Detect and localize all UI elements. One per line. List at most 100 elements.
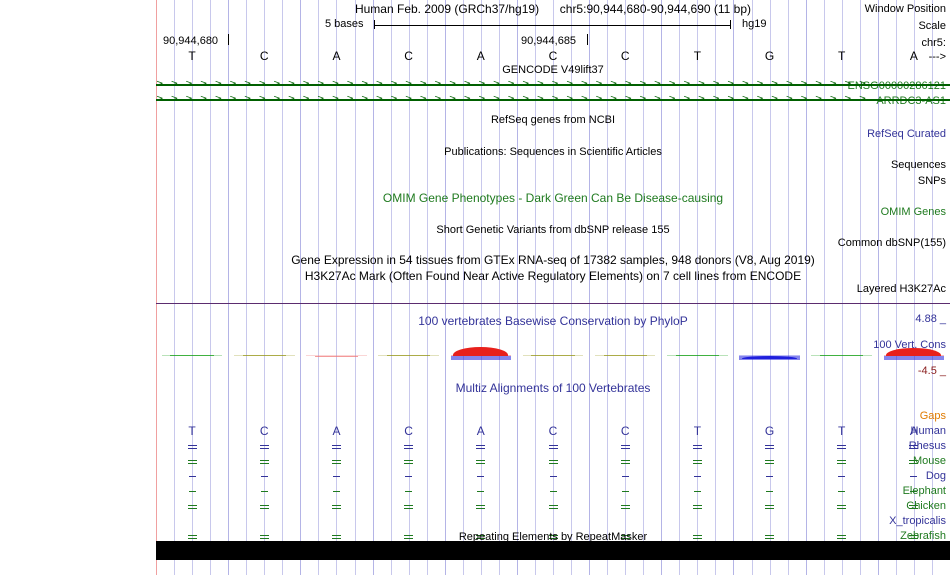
sidebar-item-species-dog[interactable]: Dog: [925, 470, 946, 482]
sidebar-item-common-dbsnp[interactable]: Common dbSNP(155): [837, 237, 946, 249]
alignment-match-mark: [259, 504, 269, 509]
alignment-gap-mark: [188, 490, 196, 492]
alignment-cell-base: C: [404, 424, 413, 438]
sidebar-item-species-rhesus[interactable]: Rhesus: [908, 440, 946, 452]
sidebar-item-gencode-arrdc3as1[interactable]: ARRDC3-AS1: [876, 95, 946, 107]
conservation-bar-halo: [739, 355, 800, 356]
alignment-cell-match: [321, 500, 351, 512]
alignment-cell-gap: [177, 470, 207, 482]
conservation-bar[interactable]: [531, 355, 575, 356]
alignment-row-zebrafish[interactable]: [156, 530, 950, 542]
sidebar-item-species-gaps[interactable]: Gaps: [919, 410, 946, 422]
alignment-match-mark: [259, 459, 269, 464]
alignment-cell-match: [899, 500, 929, 512]
alignment-cell-match: [682, 455, 712, 467]
sequence-base: C: [404, 49, 413, 63]
alignment-cell-base: C: [620, 424, 630, 438]
alignment-row-x_tropicalis[interactable]: [156, 515, 950, 527]
alignment-cell-match: [249, 440, 279, 452]
sidebar-divider-line: [156, 0, 157, 575]
sidebar-item-species-elephant[interactable]: Elephant: [902, 485, 946, 497]
conservation-bar[interactable]: [675, 355, 719, 356]
alignment-match-mark: [837, 459, 847, 464]
alignment-match-mark: [620, 459, 630, 464]
sidebar-item-species-human[interactable]: Human: [910, 425, 946, 437]
sidebar-item-refseq-curated[interactable]: RefSeq Curated: [867, 128, 946, 140]
alignment-match-mark: [548, 459, 558, 464]
alignment-cell-gap: [899, 485, 929, 497]
gene-direction-arrows: >>>>>>>>>>>>>>>>>>>>>>>>>>>>>>>>>>>>>>>>…: [156, 80, 874, 89]
alignment-cell-match: [755, 500, 785, 512]
gene-row-ensg[interactable]: >>>>>>>>>>>>>>>>>>>>>>>>>>>>>>>>>>>>>>>>…: [156, 80, 950, 89]
sidebar-item-omim-genes[interactable]: OMIM Genes: [880, 206, 946, 218]
alignment-cell-gap: [827, 485, 857, 497]
alignment-gap-mark: [910, 475, 918, 477]
sequence-base: A: [476, 49, 485, 63]
track-title-refseq: RefSeq genes from NCBI: [490, 114, 616, 126]
conservation-chart[interactable]: [156, 330, 950, 372]
sidebar-item-vert-cons[interactable]: 100 Vert. Cons: [873, 339, 946, 351]
alignment-cell-gap: [755, 485, 785, 497]
gene-line: [156, 99, 950, 101]
alignment-cell-match: [466, 440, 496, 452]
conservation-bar[interactable]: [603, 355, 647, 356]
conservation-bar[interactable]: [742, 356, 797, 359]
sequence-base: A: [332, 49, 341, 63]
conservation-bar[interactable]: [453, 347, 509, 356]
gene-row-arrdc3as1[interactable]: >>>>>>>>>>>>>>>>>>>>>>>>>>>>>>>>>>>>>>>>…: [156, 95, 950, 104]
alignment-match-mark: [765, 459, 775, 464]
alignment-gap-mark: [693, 490, 701, 492]
conservation-bar[interactable]: [386, 355, 431, 356]
alignment-cell-match: [827, 500, 857, 512]
sidebar-item-species-mouse[interactable]: Mouse: [912, 455, 946, 467]
sidebar-item-species-zebrafish[interactable]: Zebrafish: [900, 530, 946, 542]
alignment-cell-gap: [610, 485, 640, 497]
alignment-row-rhesus[interactable]: [156, 440, 950, 452]
conservation-bar[interactable]: [820, 355, 864, 356]
conservation-bar[interactable]: [886, 348, 942, 356]
alignment-match-mark: [909, 534, 919, 539]
sidebar-item-species-x_tropicalis[interactable]: X_tropicalis: [889, 515, 946, 527]
alignment-row-elephant[interactable]: [156, 485, 950, 497]
conservation-bar-negative-skirt: [450, 356, 512, 360]
alignment-cell-base: A: [332, 424, 341, 438]
alignment-cell-gap: [321, 470, 351, 482]
conservation-bar[interactable]: [170, 355, 214, 356]
sidebar-item-snps[interactable]: SNPs: [917, 175, 946, 187]
alignment-cell-base: C: [548, 424, 558, 438]
ruler-start-tick: [228, 34, 229, 45]
assembly-position-title: Human Feb. 2009 (GRCh37/hg19) chr5:90,94…: [156, 2, 950, 16]
sidebar-item-gencode-ensg[interactable]: ENSG00000286121: [847, 80, 946, 92]
alignment-row-gaps[interactable]: [156, 410, 950, 422]
sequence-base: A: [909, 49, 918, 63]
alignment-gap-mark: [621, 475, 629, 477]
alignment-match-mark: [620, 444, 630, 449]
alignment-cell-gap: [249, 485, 279, 497]
conservation-bar[interactable]: [242, 355, 286, 356]
sidebar-item-species-chicken[interactable]: Chicken: [906, 500, 946, 512]
alignment-gap-mark: [188, 475, 196, 477]
alignment-cell-gap: [827, 470, 857, 482]
alignment-row-mouse[interactable]: [156, 455, 950, 467]
alignment-gap-mark: [910, 490, 918, 492]
alignment-cell-gap: [682, 470, 712, 482]
sidebar-item-sequences[interactable]: Sequences: [890, 159, 946, 171]
alignment-cell-match: [538, 500, 568, 512]
repeatmasker-bar[interactable]: [156, 541, 950, 560]
alignment-row-chicken[interactable]: [156, 500, 950, 512]
alignment-cell-match: [682, 440, 712, 452]
alignment-cell-base: T: [693, 424, 702, 438]
alignment-cell-match: [827, 440, 857, 452]
alignment-cell-gap: [899, 470, 929, 482]
alignment-match-mark: [765, 444, 775, 449]
alignment-cell-match: [610, 455, 640, 467]
sidebar-item-layered-h3k27ac[interactable]: Layered H3K27Ac: [856, 283, 946, 295]
alignment-match-mark: [476, 444, 486, 449]
alignment-cell-base: C: [259, 424, 269, 438]
sequence-base: G: [764, 49, 775, 63]
alignment-match-mark: [476, 459, 486, 464]
alignment-row-dog[interactable]: [156, 470, 950, 482]
conservation-bar[interactable]: [314, 356, 359, 357]
